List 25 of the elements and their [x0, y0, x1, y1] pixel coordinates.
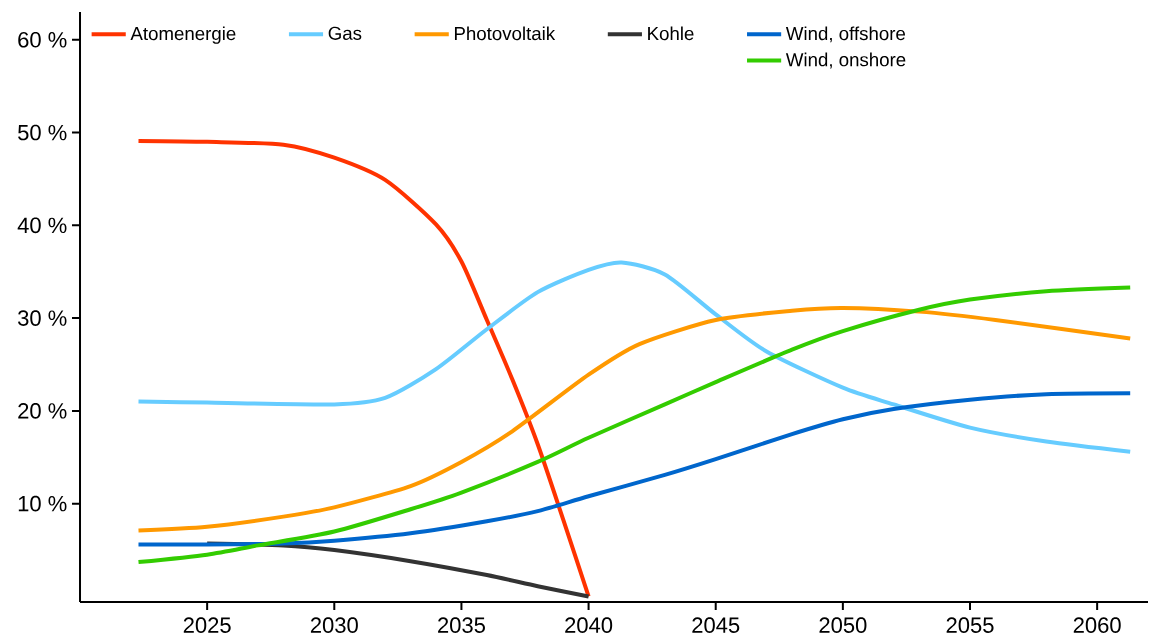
x-tick-label: 2055	[946, 617, 994, 633]
line-series	[136, 391, 1133, 547]
y-tick-label: 20 %	[18, 403, 67, 419]
x-tick-label: 2040	[565, 617, 613, 633]
x-tick-label: 2035	[438, 617, 485, 633]
line-series	[136, 260, 1133, 454]
line-series	[136, 285, 1133, 565]
y-tick-label: 40 %	[17, 217, 67, 234]
x-tick-label: 2045	[692, 617, 740, 633]
y-tick-label: 50 %	[18, 124, 67, 141]
legend-label: Wind, onshore	[785, 52, 906, 69]
x-tick-label: 2060	[1073, 617, 1121, 633]
x-tick-label: 2030	[310, 617, 358, 633]
line-series	[136, 138, 591, 599]
legend-label: Gas	[328, 26, 362, 40]
legend-label: Photovoltaik	[454, 26, 556, 41]
legend-label: Kohle	[648, 26, 694, 41]
x-tick-label: 2050	[819, 617, 867, 633]
legend-label: Wind, offshore	[785, 26, 906, 43]
legend-label: Atomenergie	[130, 26, 236, 44]
line-series	[136, 305, 1133, 533]
y-tick-label: 30 %	[17, 310, 67, 326]
y-tick-label: 10 %	[18, 495, 67, 512]
y-tick-label: 60 %	[18, 32, 67, 48]
x-tick-label: 2025	[183, 617, 231, 633]
